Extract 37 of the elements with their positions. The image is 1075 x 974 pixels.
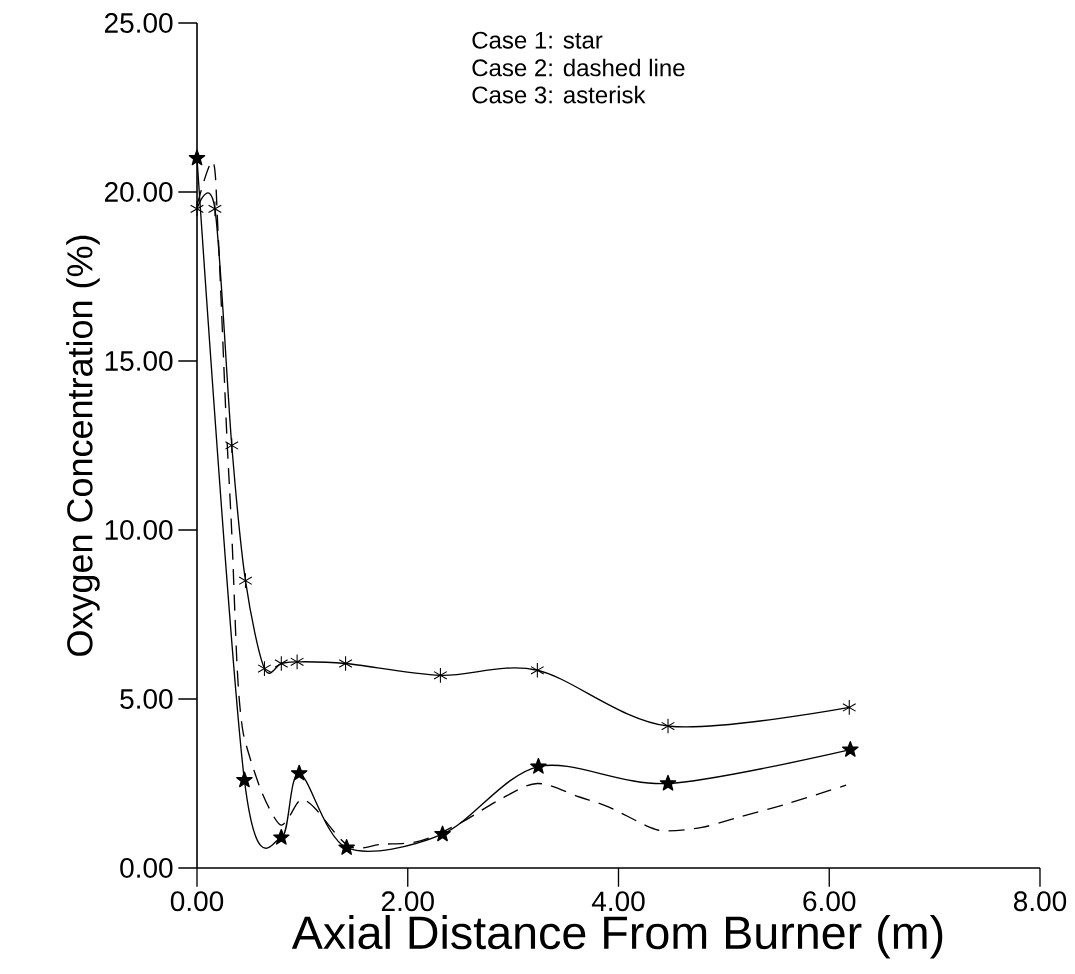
x-tick-label: 8.00 [1013,891,1067,912]
y-tick-label: 25.00 [104,13,173,33]
annotation: Case 2: dashed line [472,58,685,77]
annotation: Case 1: star [472,31,603,49]
point [208,201,222,217]
y-tick-label: 5.00 [120,689,173,709]
x-tick-label: 4.00 [591,891,645,912]
y-tick-label: 20.00 [104,182,173,202]
point [338,839,355,855]
x-tick-label: 0.00 [170,891,224,912]
y-axis-title: Oxygen Concentration (%) [66,235,100,656]
point [842,741,859,757]
point [273,828,290,845]
point [236,771,253,788]
point [224,437,239,454]
point [257,660,272,677]
point [290,764,308,781]
y-tick-label: 10.00 [105,520,173,540]
y-tick-label: 15.00 [105,351,173,371]
point [190,201,204,217]
x-tick-label: 2.00 [381,891,434,912]
point [434,825,451,842]
x-tick-label: 6.00 [803,891,856,912]
point [290,653,304,670]
point [530,757,547,774]
point [530,662,545,679]
point [659,774,677,791]
point [238,572,253,589]
point [274,655,289,672]
point [433,667,448,684]
point [338,655,353,672]
point [661,718,675,734]
point [188,149,206,166]
x-axis-title: Axial Distance From Burner (m) [291,915,943,959]
annotation: Case 3: asterisk [472,85,646,104]
point [842,699,857,716]
y-tick-label: 0.00 [120,858,173,878]
